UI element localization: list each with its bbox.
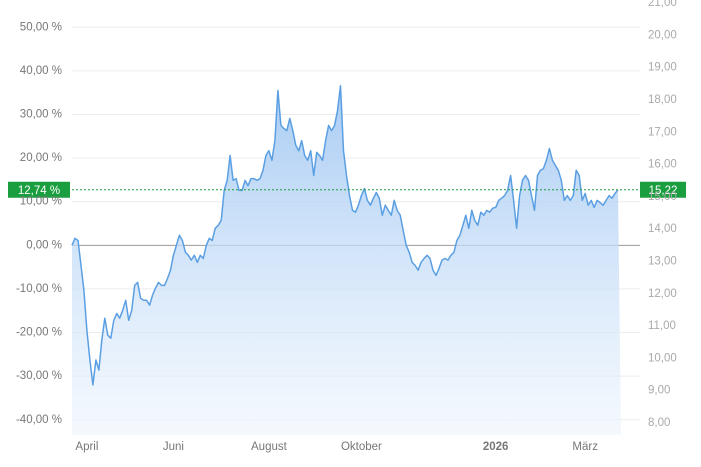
y-tick-label: 0,00 % — [26, 239, 62, 251]
y2-tick-label: 20,00 — [648, 29, 677, 41]
y2-tick-label: 13,00 — [648, 255, 677, 267]
area — [72, 85, 621, 435]
y-tick-label: 30,00 % — [20, 109, 62, 121]
y2-tick-label: 19,00 — [648, 62, 677, 74]
y2-tick-label: 18,00 — [648, 94, 677, 106]
y2-tick-label: 17,00 — [648, 126, 677, 138]
x-tick-label: Juni — [163, 441, 184, 453]
y-tick-label: -20,00 % — [16, 327, 62, 339]
y2-tick-label: 14,00 — [648, 223, 677, 235]
y2-tick-label: 10,00 — [648, 352, 677, 364]
y-tick-label: 50,00 % — [20, 21, 62, 33]
x-tick-label: Oktober — [341, 441, 382, 453]
y2-tick-label: 21,00 — [648, 0, 677, 9]
line — [71, 84, 619, 386]
y-tick-label: 40,00 % — [20, 65, 62, 77]
y-tick-label: -10,00 % — [16, 283, 62, 295]
y2-tick-label: 16,00 — [648, 159, 677, 171]
y-tick-label: 10,00 % — [20, 196, 62, 208]
x-tick-label: April — [75, 441, 98, 453]
current-y2-badge — [640, 181, 686, 198]
y2-tick-label: 11,00 — [648, 320, 676, 332]
current-badge — [8, 181, 70, 198]
y-tick-label: 20,00 % — [20, 152, 62, 164]
y2-tick-label: 15,00 — [648, 191, 677, 203]
y-tick-label: -40,00 % — [16, 414, 62, 426]
current-y2-label: 15,22 — [649, 185, 678, 197]
x-tick-label: 2026 — [483, 441, 509, 453]
current-label: 12,74 % — [18, 185, 60, 197]
y2-tick-label: 8,00 — [648, 417, 670, 429]
x-tick-label: August — [251, 441, 288, 453]
y-tick-label: -30,00 % — [16, 370, 62, 382]
y2-tick-label: 9,00 — [648, 385, 670, 397]
y2-tick-label: 12,00 — [648, 288, 677, 300]
x-tick-label: März — [572, 441, 598, 453]
